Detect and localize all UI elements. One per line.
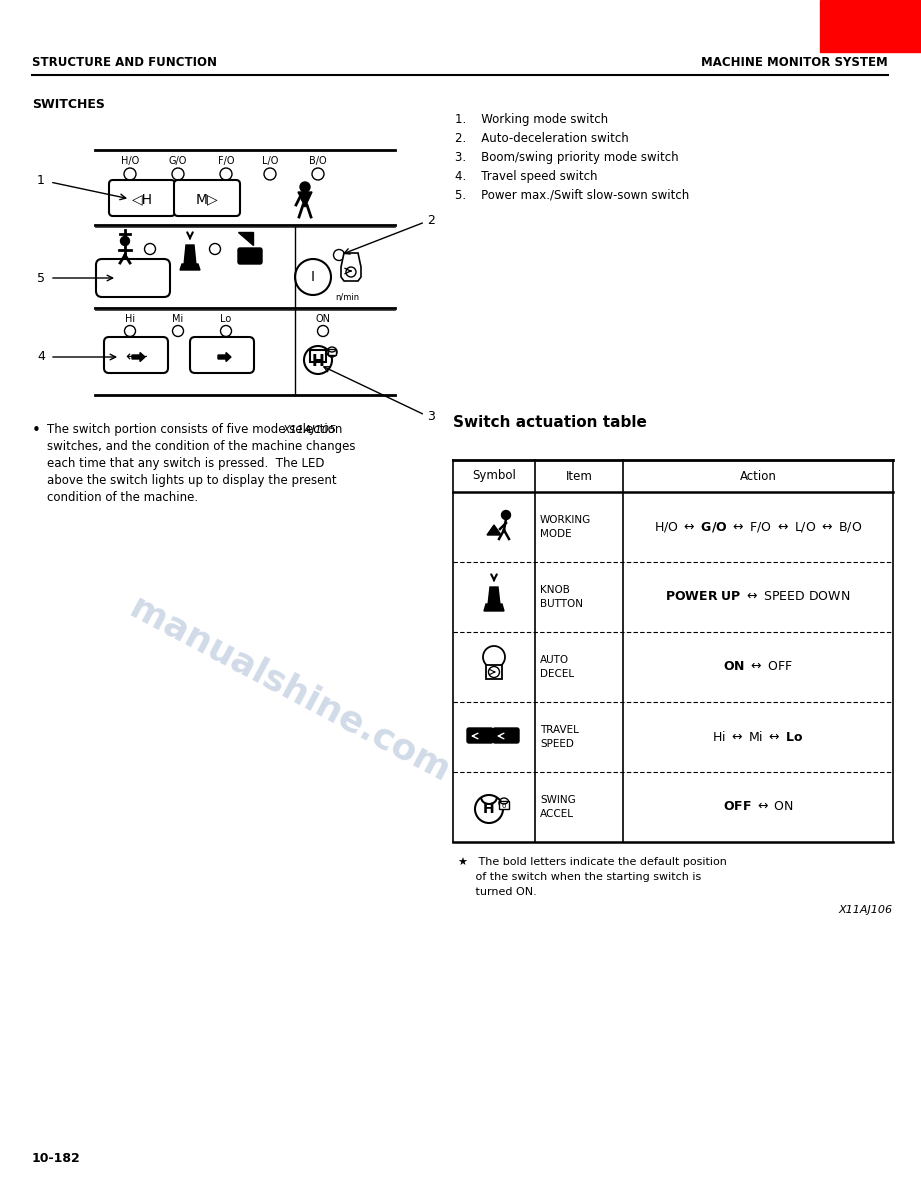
FancyBboxPatch shape	[238, 248, 262, 264]
Text: SWING
ACCEL: SWING ACCEL	[540, 795, 576, 819]
Text: SWITCHES: SWITCHES	[32, 99, 105, 112]
Text: 5: 5	[37, 272, 45, 285]
Text: Hi: Hi	[125, 315, 135, 324]
Bar	[486, 665, 502, 679]
Bar	[328, 349, 336, 355]
Polygon shape	[180, 264, 200, 269]
Text: AUTO
DECEL: AUTO DECEL	[540, 655, 574, 679]
Text: TRAVEL
SPEED: TRAVEL SPEED	[540, 725, 579, 749]
FancyBboxPatch shape	[109, 180, 175, 216]
Text: above the switch lights up to display the present: above the switch lights up to display th…	[47, 474, 336, 487]
FancyBboxPatch shape	[190, 337, 254, 373]
Text: $\bf{ON}$ $\leftrightarrow$ OFF: $\bf{ON}$ $\leftrightarrow$ OFF	[723, 660, 793, 673]
Text: turned ON.: turned ON.	[458, 887, 537, 897]
Text: L/O: L/O	[262, 155, 278, 166]
Text: Lo: Lo	[220, 315, 231, 324]
Text: H: H	[484, 802, 495, 815]
Polygon shape	[484, 604, 504, 611]
Text: F/O: F/O	[217, 155, 234, 166]
Text: each time that any switch is pressed.  The LED: each time that any switch is pressed. Th…	[47, 457, 324, 470]
Polygon shape	[488, 588, 500, 605]
Text: $\bf{POWER\ UP}$ $\leftrightarrow$ SPEED DOWN: $\bf{POWER\ UP}$ $\leftrightarrow$ SPEED…	[665, 590, 851, 603]
FancyBboxPatch shape	[104, 337, 168, 373]
Text: 1.    Working mode switch: 1. Working mode switch	[455, 113, 608, 126]
Text: Hi $\leftrightarrow$ Mi $\leftrightarrow$ $\bf{Lo}$: Hi $\leftrightarrow$ Mi $\leftrightarrow…	[712, 730, 804, 744]
FancyBboxPatch shape	[493, 728, 519, 743]
Text: H: H	[311, 354, 324, 368]
Text: Mi: Mi	[172, 315, 183, 324]
Text: 3: 3	[427, 411, 435, 424]
Polygon shape	[298, 192, 312, 207]
Text: B/O: B/O	[309, 155, 327, 166]
Text: 1: 1	[37, 173, 45, 186]
Text: 2.    Auto-deceleration switch: 2. Auto-deceleration switch	[455, 132, 629, 145]
Circle shape	[121, 236, 130, 246]
Text: STRUCTURE AND FUNCTION: STRUCTURE AND FUNCTION	[32, 57, 217, 70]
Bar	[499, 801, 509, 810]
Text: MACHINE MONITOR SYSTEM: MACHINE MONITOR SYSTEM	[701, 57, 888, 70]
Text: n/min: n/min	[335, 293, 359, 301]
FancyBboxPatch shape	[467, 728, 493, 743]
Text: M▷: M▷	[195, 192, 218, 207]
Text: G/O: G/O	[169, 155, 187, 166]
Polygon shape	[341, 253, 361, 281]
Text: manualshine.com: manualshine.com	[124, 591, 456, 789]
Text: 4: 4	[37, 350, 45, 363]
FancyArrow shape	[218, 353, 231, 362]
Text: Switch actuation table: Switch actuation table	[453, 415, 647, 430]
Text: ◁H: ◁H	[132, 192, 153, 207]
Polygon shape	[487, 525, 501, 535]
Text: of the switch when the starting switch is: of the switch when the starting switch i…	[458, 872, 701, 882]
Text: Item: Item	[565, 470, 592, 482]
Text: $\bf{OFF}$ $\leftrightarrow$ ON: $\bf{OFF}$ $\leftrightarrow$ ON	[722, 800, 794, 813]
Text: 4.    Travel speed switch: 4. Travel speed switch	[455, 170, 598, 183]
Text: 10-182: 10-182	[32, 1153, 81, 1164]
Text: H/O: H/O	[121, 155, 139, 166]
Text: 0: 0	[502, 802, 507, 810]
Text: condition of the machine.: condition of the machine.	[47, 491, 198, 504]
Text: ⟵: ⟵	[125, 349, 147, 364]
Text: X11AJ105: X11AJ105	[283, 425, 337, 434]
FancyBboxPatch shape	[174, 180, 240, 216]
Text: The switch portion consists of five mode selection: The switch portion consists of five mode…	[47, 423, 343, 436]
Text: ★   The bold letters indicate the default position: ★ The bold letters indicate the default …	[458, 857, 727, 867]
Text: 5.    Power max./Swift slow-sown switch: 5. Power max./Swift slow-sown switch	[455, 189, 689, 202]
Circle shape	[502, 510, 510, 520]
Circle shape	[300, 182, 310, 192]
FancyBboxPatch shape	[96, 259, 170, 297]
Text: Action: Action	[740, 470, 776, 482]
Text: KNOB
BUTTON: KNOB BUTTON	[540, 585, 583, 609]
Text: 3.    Boom/swing priority mode switch: 3. Boom/swing priority mode switch	[455, 151, 679, 164]
Text: WORKING
MODE: WORKING MODE	[540, 515, 591, 539]
Text: ON: ON	[316, 315, 331, 324]
Bar	[310, 350, 326, 362]
FancyArrow shape	[132, 353, 145, 362]
Text: I: I	[311, 269, 315, 284]
Text: X11AJ106: X11AJ106	[839, 904, 893, 915]
Text: Symbol: Symbol	[472, 470, 516, 482]
Text: H/O $\leftrightarrow$ $\bf{G/O}$ $\leftrightarrow$ F/O $\leftrightarrow$ L/O $\l: H/O $\leftrightarrow$ $\bf{G/O}$ $\leftr…	[654, 520, 862, 534]
Text: switches, and the condition of the machine changes: switches, and the condition of the machi…	[47, 440, 356, 453]
Polygon shape	[184, 245, 196, 265]
Text: 2: 2	[427, 214, 435, 227]
Bar	[820, 0, 921, 52]
Polygon shape	[238, 231, 253, 245]
Text: •: •	[32, 423, 41, 438]
